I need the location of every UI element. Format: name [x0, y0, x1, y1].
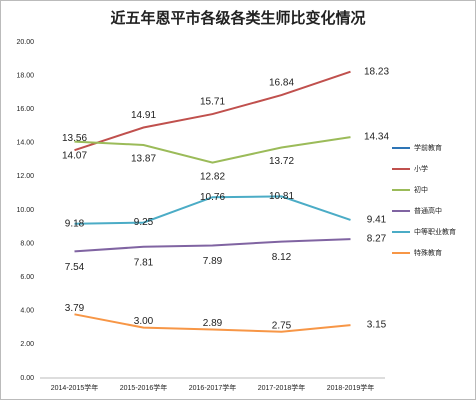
y-tick-label: 14.00	[16, 140, 34, 147]
x-tick-label: 2017-2018学年	[258, 383, 305, 392]
data-label: 9.41	[367, 215, 387, 226]
data-label: 14.07	[62, 150, 87, 161]
data-label: 2.89	[203, 318, 223, 329]
series-line	[74, 70, 351, 152]
y-tick-label: 8.00	[20, 240, 34, 247]
y-tick-label: 16.00	[16, 106, 34, 113]
data-label: 10.76	[200, 192, 225, 203]
x-tick-label: 2014-2015学年	[51, 383, 98, 392]
data-label: 7.81	[134, 257, 154, 268]
data-label: 18.23	[364, 66, 389, 77]
data-label: 3.15	[367, 320, 387, 331]
y-tick-label: 2.00	[20, 341, 34, 348]
legend-label: 初中	[414, 185, 428, 194]
data-label: 8.12	[272, 252, 292, 263]
legend-label: 普通高中	[414, 206, 442, 215]
x-tick-label: 2018-2019学年	[327, 383, 374, 392]
y-tick-label: 6.00	[20, 274, 34, 281]
data-label: 12.82	[200, 171, 225, 182]
series-line	[74, 313, 351, 333]
data-label: 7.54	[65, 262, 85, 273]
data-label: 9.25	[134, 217, 154, 228]
data-label: 8.27	[367, 234, 387, 245]
data-label: 16.84	[269, 78, 294, 89]
data-label: 13.87	[131, 154, 156, 165]
chart-title: 近五年恩平市各级各类生师比变化情况	[110, 9, 365, 27]
data-label: 10.81	[269, 191, 294, 202]
data-label: 3.00	[134, 316, 154, 327]
legend-label: 小学	[414, 164, 428, 173]
data-label: 2.75	[272, 320, 292, 331]
series-line	[74, 238, 351, 253]
y-tick-label: 20.00	[16, 39, 34, 46]
legend-label: 特殊教育	[414, 248, 442, 257]
x-tick-label: 2016-2017学年	[189, 383, 236, 392]
data-label: 14.91	[131, 110, 156, 121]
data-label: 15.71	[200, 97, 225, 108]
series-line	[74, 136, 351, 164]
y-tick-label: 18.00	[16, 72, 34, 79]
data-label: 14.34	[364, 132, 389, 143]
data-label: 13.72	[269, 156, 294, 167]
data-label: 13.56	[62, 133, 87, 144]
data-label: 3.79	[65, 303, 85, 314]
data-label: 7.89	[203, 256, 223, 267]
y-tick-label: 12.00	[16, 173, 34, 180]
legend-label: 中等职业教育	[414, 227, 456, 236]
y-tick-label: 0.00	[20, 375, 34, 382]
legend-label: 学前教育	[414, 143, 442, 152]
x-tick-label: 2015-2016学年	[120, 383, 167, 392]
series-line	[74, 195, 351, 225]
data-label: 9.18	[65, 218, 85, 229]
y-tick-label: 10.00	[16, 207, 34, 214]
y-tick-label: 4.00	[20, 308, 34, 315]
